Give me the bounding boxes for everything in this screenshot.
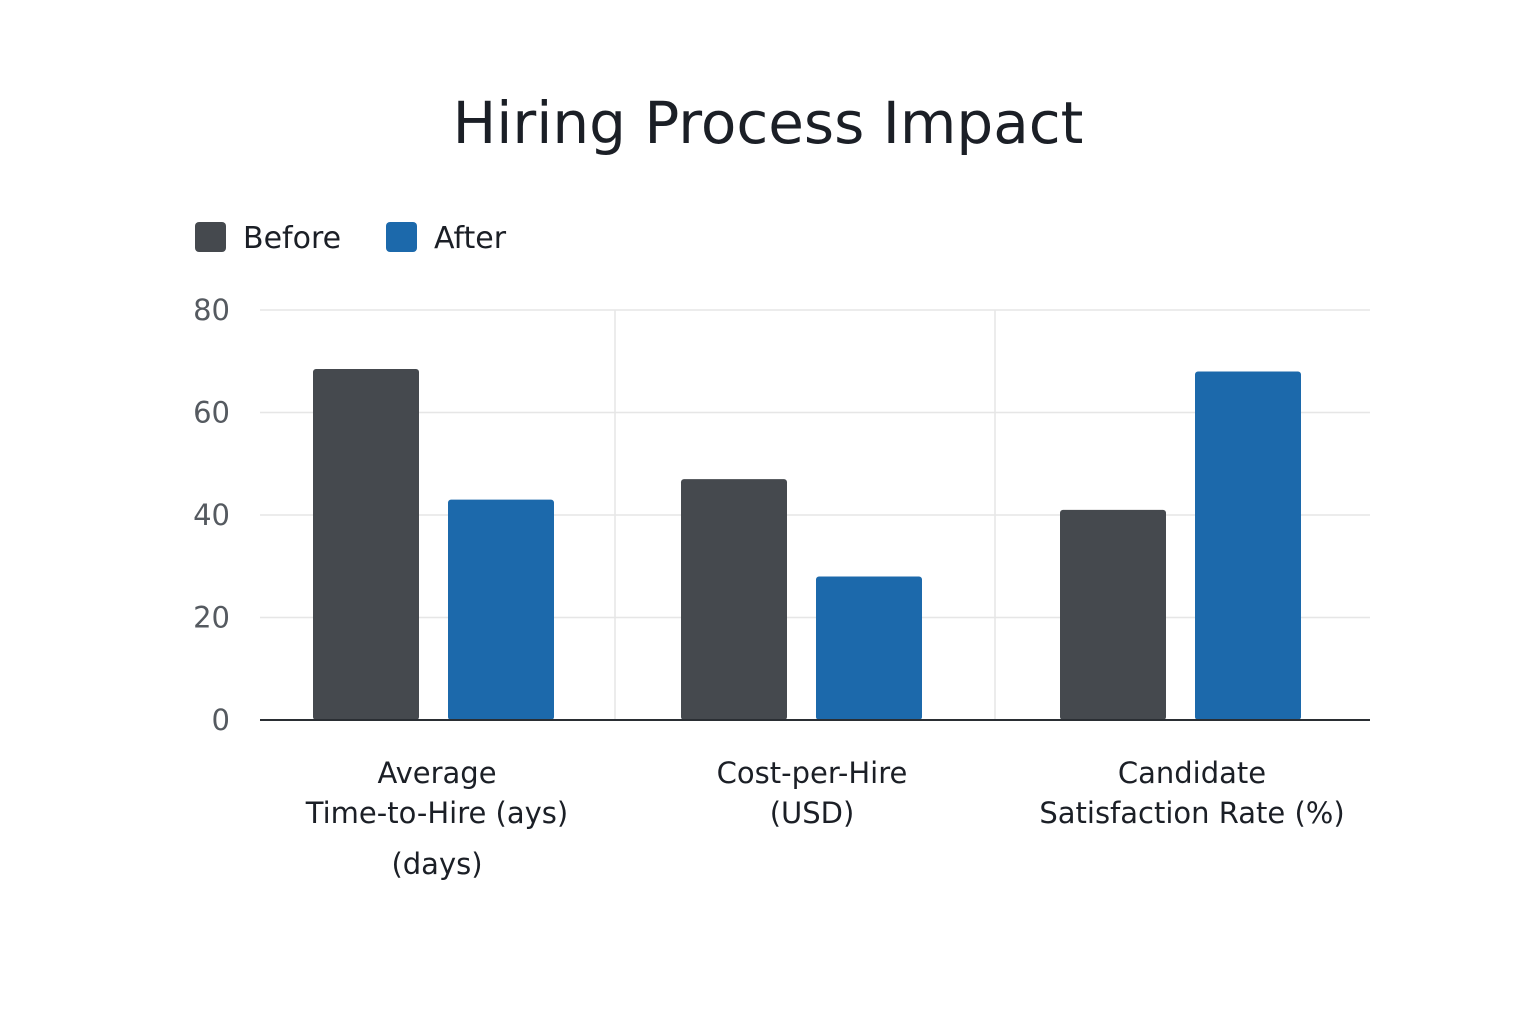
bar-after-2 <box>1195 371 1301 720</box>
legend-label-before: Before <box>243 221 341 256</box>
legend-swatch-before <box>195 222 226 252</box>
x-category-label: Time-to-Hire (ays) <box>305 796 568 830</box>
legend-label-after: After <box>434 221 507 256</box>
x-category-label: (USD) <box>770 796 855 830</box>
y-tick-label: 40 <box>193 498 230 532</box>
x-category-label: Cost-per-Hire <box>717 756 908 790</box>
bar-before-0 <box>313 368 419 720</box>
legend: Before After <box>195 221 507 256</box>
chart-title: Hiring Process Impact <box>453 89 1084 157</box>
bar-after-1 <box>816 576 922 720</box>
y-tick-label: 0 <box>212 703 230 737</box>
x-axis-labels: Average Time-to-Hire (ays) (days) Cost-per-… <box>305 756 1345 881</box>
x-category-label: Average <box>377 756 496 790</box>
y-axis-ticks: 0 20 40 60 80 <box>193 293 230 737</box>
bar-before-1 <box>681 479 787 720</box>
bar-before-2 <box>1060 509 1166 720</box>
bars <box>313 368 1301 720</box>
y-tick-label: 80 <box>193 293 230 327</box>
y-tick-label: 20 <box>193 601 230 635</box>
gridlines <box>260 309 1370 720</box>
x-category-label: Satisfaction Rate (%) <box>1039 796 1344 830</box>
bar-after-0 <box>448 499 554 720</box>
y-tick-label: 60 <box>193 396 230 430</box>
x-category-label: (days) <box>391 847 482 881</box>
x-category-label: Candidate <box>1118 756 1266 790</box>
legend-swatch-after <box>386 222 417 252</box>
